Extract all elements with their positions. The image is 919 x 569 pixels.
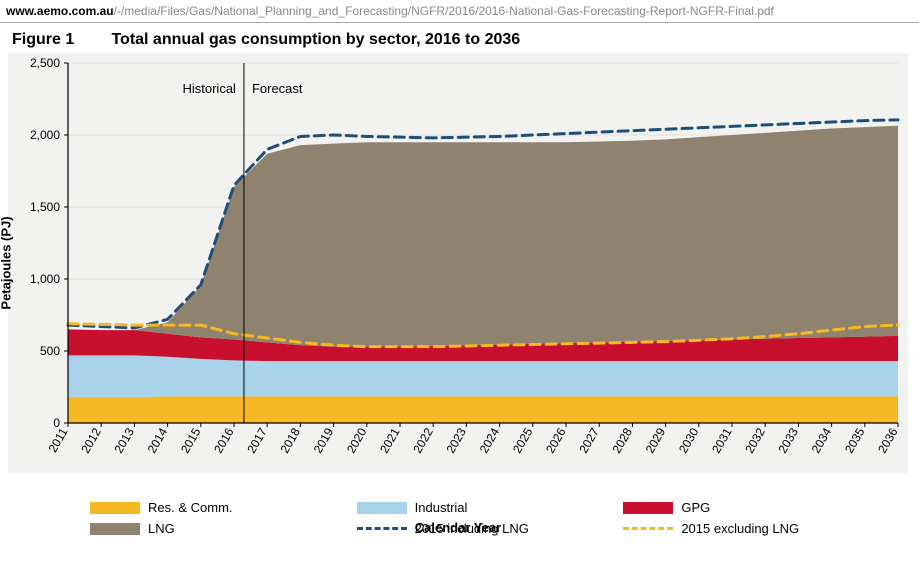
svg-text:Forecast: Forecast [252, 81, 303, 96]
figure-caption: Total annual gas consumption by sector, … [111, 31, 520, 48]
figure-number: Figure 1 [12, 31, 107, 49]
svg-text:2012: 2012 [78, 425, 104, 455]
legend-excl-lng-label: 2015 excluding LNG [681, 521, 799, 536]
legend-res-comm-label: Res. & Comm. [148, 500, 233, 515]
legend-incl-lng: 2015 including LNG [357, 521, 624, 536]
area-lng [68, 126, 898, 347]
svg-text:2016: 2016 [211, 425, 237, 455]
legend-res-comm: Res. & Comm. [90, 500, 357, 515]
figure-title: Figure 1 Total annual gas consumption by… [0, 23, 919, 53]
svg-text:2034: 2034 [809, 425, 835, 455]
area-industrial [68, 355, 898, 397]
svg-text:2026: 2026 [543, 425, 569, 455]
svg-text:2025: 2025 [510, 425, 536, 455]
svg-text:2,000: 2,000 [30, 128, 60, 142]
legend-industrial-label: Industrial [415, 500, 468, 515]
legend: Res. & Comm. Industrial GPG LNG 2015 includi… [90, 500, 890, 536]
svg-text:2017: 2017 [244, 425, 270, 455]
legend-lng: LNG [90, 521, 357, 536]
svg-text:2030: 2030 [676, 425, 702, 455]
area-res_comm [68, 396, 898, 423]
legend-excl-lng: 2015 excluding LNG [623, 521, 890, 536]
svg-text:2020: 2020 [344, 425, 370, 455]
svg-text:1,000: 1,000 [30, 272, 60, 286]
legend-industrial-swatch [357, 502, 407, 514]
svg-text:2035: 2035 [842, 425, 868, 455]
svg-text:2029: 2029 [643, 425, 669, 455]
svg-text:2023: 2023 [444, 425, 470, 455]
svg-text:2019: 2019 [311, 425, 337, 455]
legend-gpg-swatch [623, 502, 673, 514]
legend-excl-lng-swatch [623, 527, 673, 530]
url-path: /-/media/Files/Gas/National_Planning_and… [114, 4, 774, 18]
svg-text:2,500: 2,500 [30, 56, 60, 70]
svg-text:2036: 2036 [875, 425, 901, 455]
chart-container: Petajoules (PJ) Calendar Year 05001,0001… [8, 53, 908, 473]
svg-text:2033: 2033 [776, 425, 802, 455]
svg-text:2013: 2013 [112, 425, 138, 455]
chart-svg: 05001,0001,5002,0002,5002011201220132014… [8, 53, 908, 473]
svg-text:500: 500 [40, 344, 60, 358]
svg-text:2021: 2021 [377, 425, 403, 455]
legend-incl-lng-label: 2015 including LNG [415, 521, 529, 536]
svg-text:2031: 2031 [709, 425, 735, 455]
svg-text:2024: 2024 [477, 425, 503, 455]
svg-text:Historical: Historical [182, 81, 236, 96]
svg-text:2014: 2014 [145, 425, 171, 455]
svg-text:2032: 2032 [742, 425, 768, 455]
url-host: www.aemo.com.au [6, 4, 114, 18]
svg-text:2018: 2018 [278, 425, 304, 455]
legend-gpg-label: GPG [681, 500, 710, 515]
svg-text:2015: 2015 [178, 425, 204, 455]
legend-incl-lng-swatch [357, 527, 407, 530]
svg-text:1,500: 1,500 [30, 200, 60, 214]
svg-text:2028: 2028 [610, 425, 636, 455]
legend-lng-swatch [90, 523, 140, 535]
legend-res-comm-swatch [90, 502, 140, 514]
url-bar: www.aemo.com.au/-/media/Files/Gas/Nation… [0, 0, 919, 23]
svg-text:2011: 2011 [46, 425, 71, 455]
legend-lng-label: LNG [148, 521, 175, 536]
legend-industrial: Industrial [357, 500, 624, 515]
svg-text:2022: 2022 [410, 425, 436, 455]
svg-text:2027: 2027 [576, 425, 602, 455]
legend-gpg: GPG [623, 500, 890, 515]
